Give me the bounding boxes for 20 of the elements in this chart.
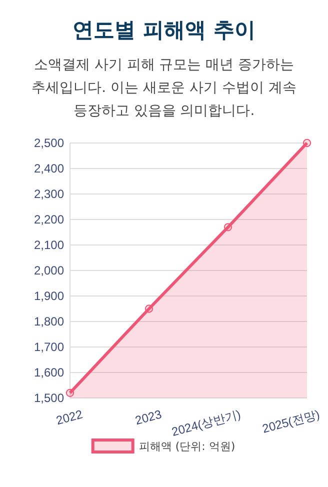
y-tick-label: 1,800 [34, 314, 64, 328]
y-tick-label: 1,500 [34, 390, 64, 405]
y-tick-label: 2,100 [34, 238, 64, 252]
legend-label: 피해액 (단위: 억원) [138, 440, 236, 453]
chart-subtitle: 소액결제 사기 피해 규모는 매년 증가하는 추세입니다. 이는 새로운 사기 수법이 계속 등장하고 있음을 의미합니다. [30, 56, 298, 121]
y-tick-label: 2,000 [34, 263, 64, 278]
point [144, 304, 154, 313]
point [66, 388, 74, 397]
x-tick-label: 2023 [134, 407, 164, 428]
chart-title: 연도별 피해액 추이 [72, 17, 256, 44]
y-tick-label: 1,900 [34, 288, 64, 303]
y-tick-label: 2,500 [34, 136, 64, 150]
y-tick-label: 2,300 [34, 186, 64, 201]
x-tick-label: 2022 [54, 407, 84, 428]
point [224, 223, 232, 232]
y-tick-label: 2,200 [34, 212, 64, 226]
y-tick-label: 2,400 [34, 161, 64, 176]
y-tick-label: 1,700 [34, 340, 64, 354]
point [302, 138, 312, 148]
y-tick-label: 1,600 [34, 365, 64, 380]
